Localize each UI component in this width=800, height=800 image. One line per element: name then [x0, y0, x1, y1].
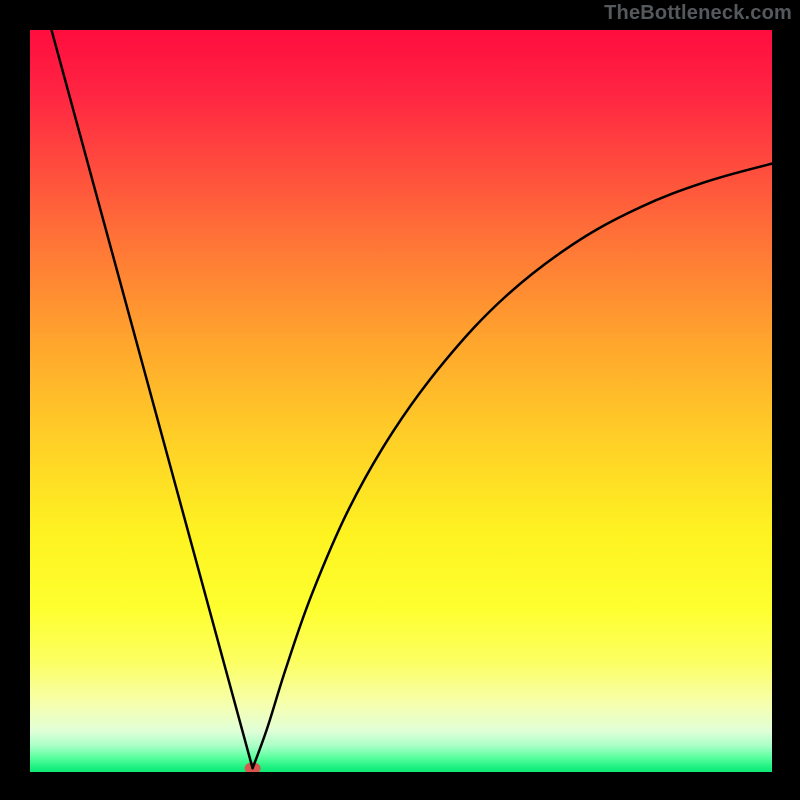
plot-area [30, 30, 772, 772]
chart-frame: TheBottleneck.com [0, 0, 800, 800]
bottleneck-curve [30, 30, 772, 772]
watermark-text: TheBottleneck.com [604, 2, 792, 25]
curve-path [52, 30, 772, 768]
